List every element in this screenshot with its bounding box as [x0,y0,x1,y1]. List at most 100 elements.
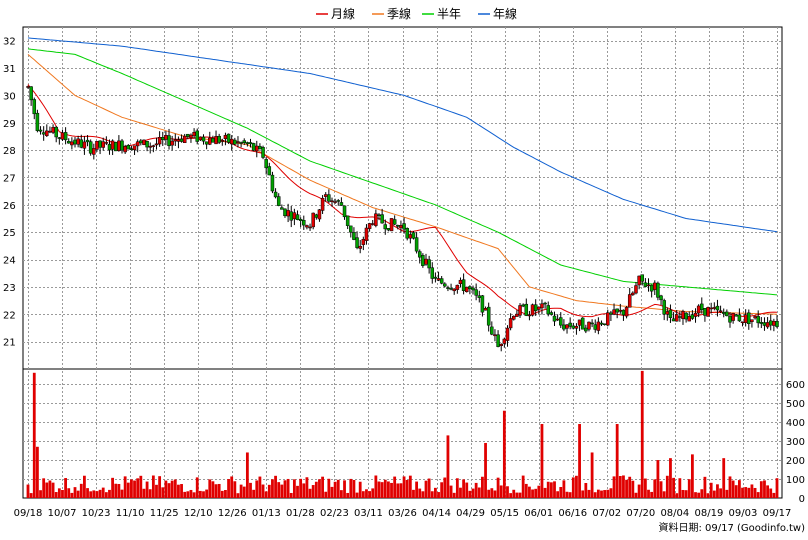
candle-body [540,303,544,309]
candle-body [26,86,30,88]
volume-tick-label: 400 [786,418,805,429]
volume-bar [186,491,190,498]
volume-bar [440,482,444,498]
legend-label: 季線 [387,6,411,21]
x-tick-label: 11/25 [150,508,179,519]
volume-bar [490,488,494,498]
candle-body [292,212,297,220]
candle-body [574,326,579,329]
volume-bar [481,476,484,498]
x-tick-label: 08/04 [660,508,689,519]
candle-body [88,141,93,154]
volume-bar [499,485,503,498]
candle-body [345,215,350,226]
candle-body [233,139,237,145]
candle-body [543,302,547,305]
volume-bar [703,476,707,498]
candle-body [696,305,701,314]
candle-body [267,166,272,176]
candle-body [483,308,488,311]
volume-bar [261,484,265,498]
candle-body [317,209,322,220]
x-tick-label: 11/10 [116,508,145,519]
candle-body [580,317,585,330]
volume-bar [148,489,152,498]
candle-body [54,126,58,138]
candle-body [599,322,604,325]
candle-body [549,312,554,315]
volume-bar [468,490,472,498]
candle-body [186,133,190,137]
volume-bar [48,480,52,498]
candle-body [374,213,378,226]
volume-bar [214,484,218,498]
candle-body [747,312,751,324]
volume-bar [239,484,243,498]
volume-bar [412,489,415,498]
candle-body [98,140,102,148]
candle-body [239,142,243,144]
candle-body [129,148,134,150]
candle-body [148,145,152,148]
candle-body [298,218,303,221]
volume-bar [57,488,61,498]
volume-bar [230,476,234,498]
price-tick-label: 22 [3,310,16,321]
candle-body [339,202,344,206]
x-tick-label: 04/29 [456,508,485,519]
candle-body [236,141,240,143]
candle-body [352,232,356,240]
candle-body [750,319,754,322]
volume-bar [283,480,287,498]
candle-body [295,214,300,221]
volume-bar [549,482,553,498]
candle-body [157,137,162,145]
volume-bar [396,483,400,498]
volume-bar [76,490,80,498]
x-tick-label: 06/01 [524,508,553,519]
volume-bar [653,479,657,498]
candle-body [709,307,713,310]
candle-body [323,194,328,197]
volume-bar [734,485,738,498]
candle-body [728,315,732,323]
volume-bar [437,492,440,498]
volume-bar [606,489,610,498]
candle-body [684,312,688,320]
candle-body [759,322,764,324]
moving-average-lines [27,37,778,318]
volume-bar [343,480,346,498]
volume-bar [324,491,328,498]
candle-body [211,138,215,143]
volume-bar [117,483,121,498]
candle-body [439,278,444,284]
volume-bar [277,482,281,498]
candle-body [452,288,456,292]
candle-body [389,218,394,232]
candle-body [640,274,644,282]
candle-body [48,130,52,133]
volume-bar [211,481,215,498]
candle-body [634,285,638,294]
candle-body [57,137,62,139]
price-tick-label: 24 [3,256,16,267]
volume-bar [371,488,375,498]
candle-body [649,284,654,292]
candle-body [587,321,591,330]
candle-body [349,225,353,233]
volume-bar [687,479,691,498]
volume-bar [136,478,140,498]
candle-body [461,279,466,291]
volume-bar [393,476,397,498]
candle-body [568,322,572,327]
candle-body [248,142,253,145]
candle-body [396,225,400,227]
volume-bar [452,492,456,498]
volume-bar [471,488,475,498]
volume-bar [465,482,469,498]
volume-bar [697,492,701,498]
candle-body [70,141,74,146]
volume-bar [424,480,428,498]
volume-bar [252,489,256,498]
candle-body [173,139,178,142]
